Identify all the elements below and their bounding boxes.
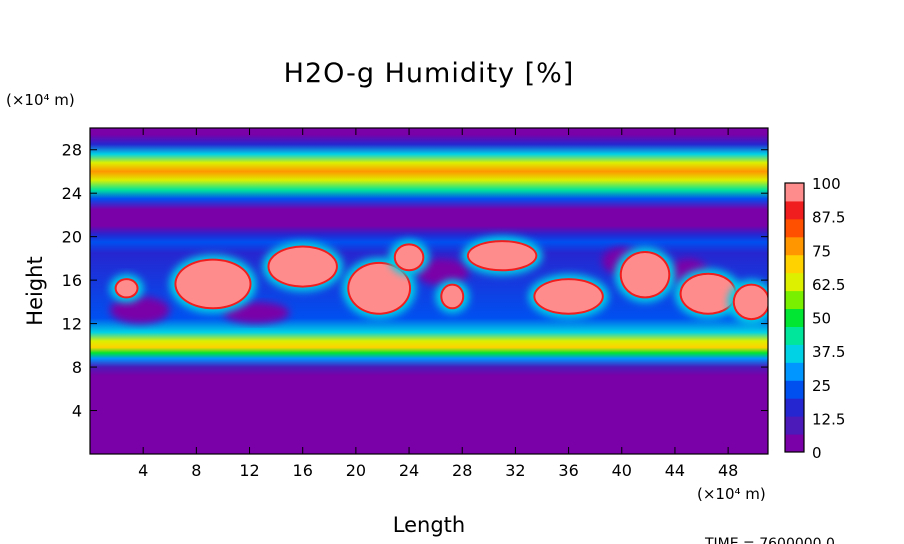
saturated-cell (435, 279, 470, 314)
y-axis-ticks: 4 8 12 16 20 24 28 (62, 141, 768, 421)
colorbar-swatch (785, 290, 804, 310)
dry-pocket (109, 296, 170, 324)
y-tick-label: 12 (62, 315, 82, 334)
y-axis-label: Height (23, 256, 47, 325)
x-tick-label: 44 (665, 461, 685, 480)
y-tick-label: 4 (72, 402, 82, 421)
cell-core (535, 280, 602, 313)
colorbar-swatch (785, 218, 804, 238)
x-tick-label: 40 (612, 461, 632, 480)
colorbar-label: 37.5 (812, 343, 845, 361)
x-tick-label: 8 (191, 461, 201, 480)
colorbar-swatch (785, 398, 804, 417)
x-tick-label: 28 (452, 461, 472, 480)
saturated-cell (614, 246, 676, 303)
y-tick-label: 28 (62, 141, 82, 160)
chart-title: H2O-g Humidity [%] (284, 58, 575, 89)
colorbar-swatch (785, 236, 804, 256)
saturated-cell (109, 274, 144, 303)
plot-frame (89, 127, 769, 455)
colorbar-label: 87.5 (812, 209, 845, 227)
cell-core (681, 274, 735, 313)
x-tick-label: 32 (505, 461, 525, 480)
colorbar: 100 87.5 75 62.5 50 37.5 25 12.5 0 (784, 175, 845, 462)
saturated-cell (461, 236, 543, 276)
colorbar-swatch (785, 200, 804, 220)
y-tick-label: 24 (62, 184, 82, 203)
saturated-cell (169, 254, 257, 314)
colorbar-swatch (785, 254, 804, 274)
heatmap-field (90, 128, 768, 454)
saturated-cells (109, 236, 768, 325)
cell-core (621, 252, 669, 297)
colorbar-frame (784, 182, 805, 453)
colorbar-swatch (785, 362, 804, 381)
x-tick-label: 4 (138, 461, 148, 480)
colorbar-label: 62.5 (812, 276, 845, 294)
cell-core (269, 247, 336, 286)
colorbar-swatch (785, 344, 804, 363)
y-tick-label: 16 (62, 271, 82, 290)
colorbar-label: 12.5 (812, 410, 845, 428)
cell-core (468, 242, 536, 270)
y-tick-label: 20 (62, 228, 82, 247)
y-tick-label: 8 (72, 358, 82, 377)
saturated-cell (674, 268, 742, 319)
saturated-cell (727, 279, 768, 325)
colorbar-label: 0 (812, 444, 822, 462)
saturated-cell (342, 257, 417, 319)
cell-core (116, 280, 137, 297)
time-readout: TIME = 7600000.0 (704, 536, 835, 544)
colorbar-swatch (785, 416, 804, 435)
colorbar-swatch (785, 380, 804, 399)
x-axis-ticks: 4 8 12 16 20 24 28 32 36 40 44 48 (138, 128, 738, 480)
colorbar-swatch (785, 326, 804, 345)
colorbar-swatch (785, 183, 804, 202)
colorbar-swatch (785, 434, 804, 453)
colorbar-label: 50 (812, 310, 831, 328)
colorbar-swatch (785, 272, 804, 292)
colorbar-label: 75 (812, 242, 831, 260)
x-axis-unit: (×10⁴ m) (697, 485, 766, 503)
x-tick-label: 12 (239, 461, 259, 480)
cell-core (176, 260, 250, 308)
cell-core (734, 285, 768, 319)
x-tick-label: 36 (558, 461, 578, 480)
dry-pocket (415, 258, 469, 286)
cell-core (395, 245, 423, 270)
dry-pocket (222, 301, 290, 324)
x-tick-label: 48 (718, 461, 738, 480)
cell-core (442, 285, 463, 308)
y-axis-unit: (×10⁴ m) (6, 91, 75, 109)
saturated-cell (528, 274, 609, 319)
colorbar-label: 25 (812, 377, 831, 395)
x-tick-label: 16 (293, 461, 313, 480)
x-tick-label: 20 (346, 461, 366, 480)
colorbar-label: 100 (812, 175, 841, 193)
x-tick-label: 24 (399, 461, 419, 480)
cell-core (349, 263, 410, 313)
colorbar-swatch (785, 308, 804, 327)
saturated-cell (262, 241, 343, 292)
saturated-cell (388, 239, 430, 276)
x-axis-label: Length (393, 513, 465, 537)
